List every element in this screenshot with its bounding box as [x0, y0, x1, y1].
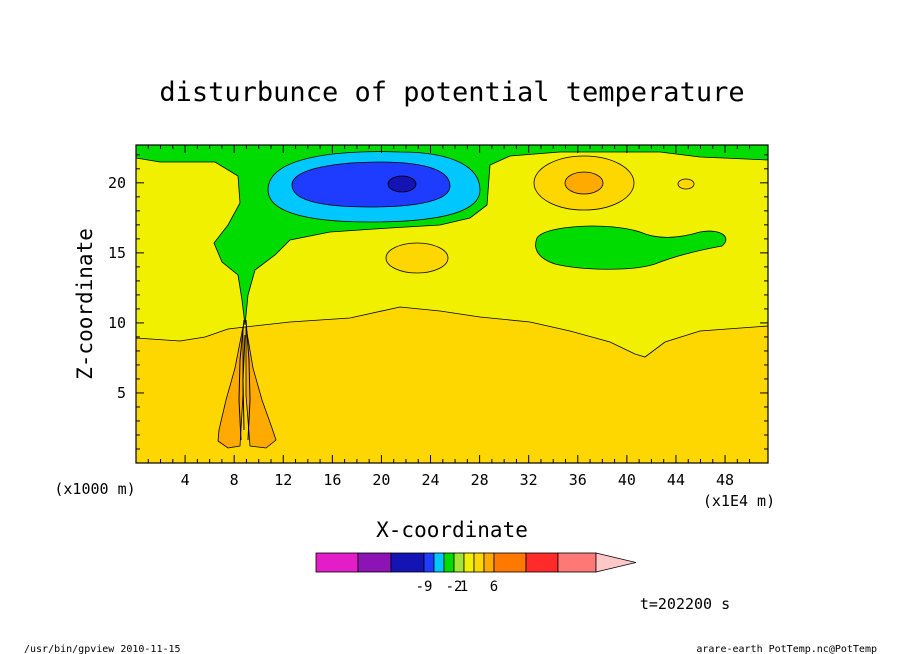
x-tick-label: 24 — [421, 471, 439, 489]
colorbar-swatch — [423, 552, 435, 573]
colorbar-swatch — [390, 552, 425, 573]
time-label: t=202200 s — [640, 595, 730, 613]
x-axis-label: X-coordinate — [376, 518, 528, 542]
colorbar-swatch — [525, 552, 559, 573]
y-tick-label: 5 — [117, 384, 126, 402]
y-tick-label: 15 — [108, 244, 126, 262]
x-tick-label: 16 — [323, 471, 341, 489]
contour-region-warm-core-36 — [564, 171, 604, 195]
x-tick-label: 48 — [716, 471, 734, 489]
x-tick-label: 32 — [520, 471, 538, 489]
footer-right: arare-earth_PotTemp.nc@PotTemp — [696, 644, 877, 654]
colorbar-swatch — [463, 552, 475, 573]
contour-region-plume-warm-right — [245, 326, 277, 449]
chart-title: disturbunce of potential temperature — [159, 77, 744, 108]
colorbar-swatch — [493, 552, 527, 573]
contour-region-cold-blue-anomaly — [291, 161, 451, 208]
footer-left: /usr/bin/gpview 2010-11-15 — [24, 644, 181, 654]
contour-region-warm-lower-layer — [136, 306, 768, 463]
colorbar-swatch — [557, 552, 597, 573]
x-tick-label: 40 — [618, 471, 636, 489]
contour-region-plume-warm-left — [217, 326, 244, 449]
x-tick-label: 8 — [230, 471, 239, 489]
x-tick-label: 44 — [667, 471, 685, 489]
colorbar-tick-label: 1 — [460, 579, 468, 595]
y-tick-label: 10 — [108, 314, 126, 332]
contour-region-warm-anomaly-23 — [385, 242, 449, 274]
x-tick-label: 28 — [471, 471, 489, 489]
x-unit-label: (x1E4 m) — [703, 492, 775, 510]
colorbar: -9 -21 6 — [315, 552, 637, 595]
colorbar-swatch — [483, 552, 495, 573]
colorbar-swatch — [473, 552, 485, 573]
colorbar-tick-label: 6 — [490, 579, 498, 595]
y-axis-label: Z-coordinate — [73, 228, 97, 380]
contour-region-cool-anomaly-40 — [535, 225, 727, 270]
y-axis: 5 10 15 20 — [108, 154, 768, 450]
x-tick-label: 4 — [181, 471, 190, 489]
colorbar-swatch — [433, 552, 445, 573]
x-axis: 4 8 12 16 20 24 28 32 36 40 44 48 — [147, 145, 751, 489]
x-tick-label: 12 — [274, 471, 292, 489]
contour-region-warm-anomaly-44 — [677, 178, 695, 190]
colorbar-tick-label: -2 — [446, 579, 463, 595]
colorbar-swatch — [357, 552, 392, 573]
x-tick-label: 20 — [372, 471, 390, 489]
colorbar-swatch — [453, 552, 465, 573]
colorbar-arrow — [595, 552, 637, 573]
colorbar-swatch — [315, 552, 359, 573]
plume-contour-lines — [238, 319, 251, 441]
colorbar-swatch — [443, 552, 455, 573]
y-tick-label: 20 — [108, 174, 126, 192]
plot-area — [136, 145, 768, 463]
colorbar-tick-label: -9 — [416, 579, 433, 595]
contour-region-cold-core — [387, 175, 417, 193]
z-unit-label: (x1000 m) — [54, 480, 135, 498]
plot-frame — [135, 144, 769, 464]
x-tick-label: 36 — [569, 471, 587, 489]
